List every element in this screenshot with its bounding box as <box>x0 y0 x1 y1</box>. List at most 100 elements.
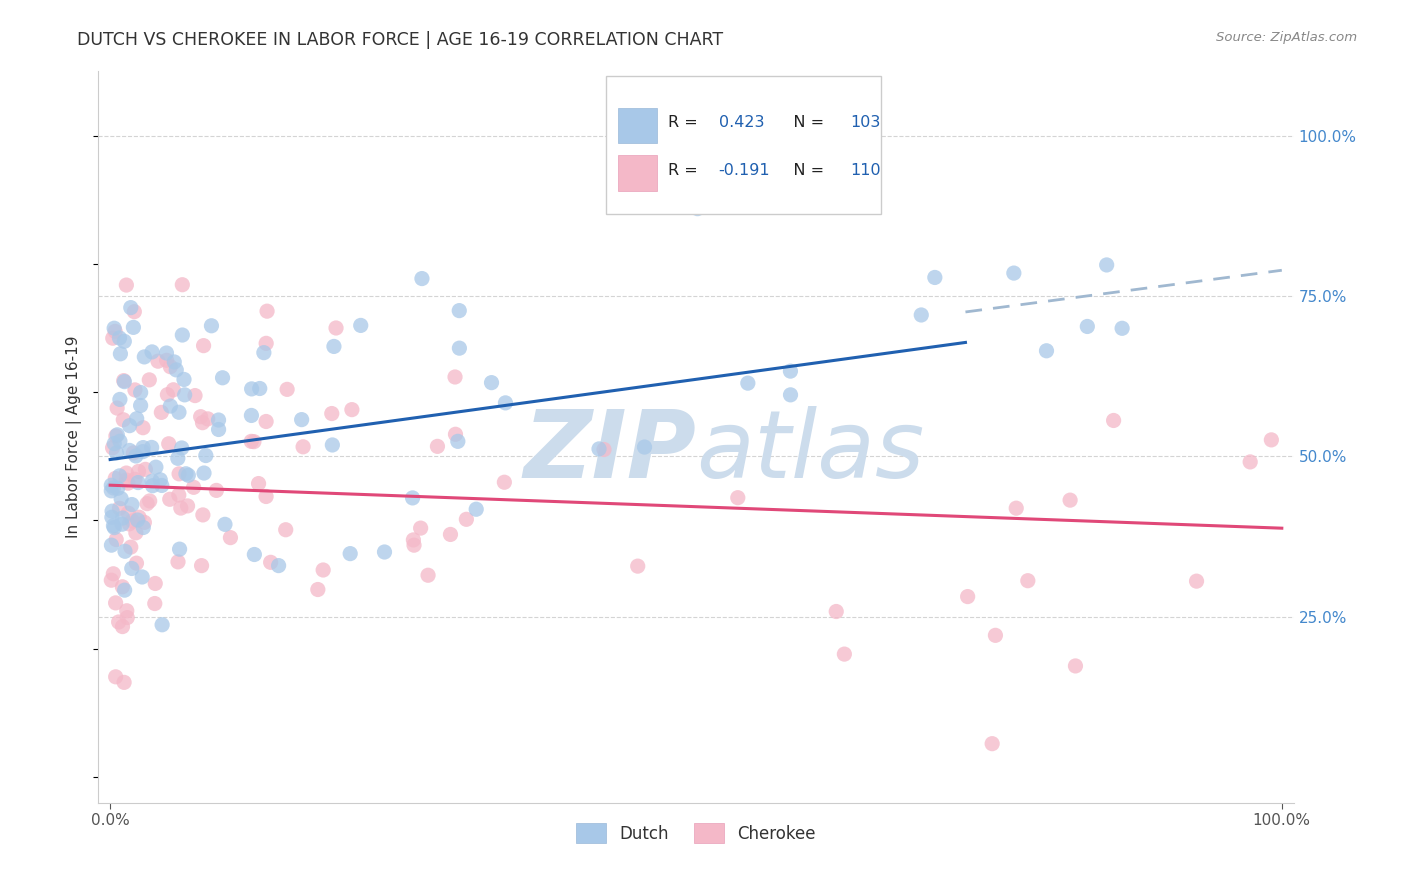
Text: Source: ZipAtlas.com: Source: ZipAtlas.com <box>1216 31 1357 45</box>
Point <box>312 563 335 577</box>
Point <box>323 339 346 353</box>
Point <box>184 388 207 402</box>
Point <box>325 321 347 335</box>
Point <box>105 401 128 415</box>
Point <box>104 324 127 338</box>
Point <box>727 491 749 505</box>
Point <box>194 449 217 463</box>
Point <box>118 443 141 458</box>
Point <box>129 385 152 400</box>
Point <box>426 439 449 453</box>
Point <box>1260 433 1282 447</box>
Point <box>339 547 361 561</box>
Point <box>191 416 214 430</box>
Point <box>1102 413 1125 427</box>
Point <box>128 464 150 478</box>
Point <box>444 427 467 442</box>
Point <box>120 540 142 554</box>
Point <box>103 566 125 581</box>
Point <box>108 501 131 516</box>
Point <box>124 383 146 397</box>
Point <box>100 483 122 498</box>
Point <box>253 345 276 359</box>
Point <box>124 304 146 318</box>
Point <box>115 604 138 618</box>
Point <box>127 475 149 490</box>
Point <box>101 331 124 345</box>
Point <box>112 675 135 690</box>
Point <box>910 308 932 322</box>
Point <box>145 460 167 475</box>
Point <box>350 318 373 333</box>
Point <box>254 336 277 351</box>
Point <box>401 491 423 505</box>
Point <box>155 346 177 360</box>
Text: N =: N = <box>779 115 830 130</box>
Point <box>110 347 132 361</box>
Point <box>159 399 181 413</box>
Point <box>249 382 271 396</box>
Point <box>108 392 131 407</box>
Point <box>779 364 801 378</box>
Point <box>138 373 160 387</box>
Point <box>190 558 212 573</box>
Point <box>107 481 129 495</box>
Point <box>243 548 266 562</box>
Point <box>588 442 610 456</box>
Point <box>150 405 173 419</box>
Point <box>125 556 148 570</box>
Point <box>112 375 135 389</box>
Point <box>981 737 1004 751</box>
Point <box>191 508 214 522</box>
Point <box>132 441 155 455</box>
Point <box>593 442 616 457</box>
Point <box>134 462 156 476</box>
Point <box>1017 574 1039 588</box>
Text: 103: 103 <box>851 115 880 130</box>
Point <box>157 437 180 451</box>
Point <box>156 353 179 368</box>
Point <box>254 490 277 504</box>
Point <box>1035 343 1057 358</box>
Point <box>117 610 139 624</box>
Point <box>136 497 159 511</box>
Point <box>128 510 150 524</box>
Point <box>172 277 194 292</box>
Point <box>183 480 205 494</box>
Point <box>834 647 856 661</box>
Y-axis label: In Labor Force | Age 16-19: In Labor Force | Age 16-19 <box>66 335 83 539</box>
Point <box>254 415 277 429</box>
Point <box>1095 258 1118 272</box>
Point <box>465 502 488 516</box>
Point <box>737 376 759 391</box>
Text: R =: R = <box>668 115 703 130</box>
Point <box>121 498 143 512</box>
Point <box>117 506 139 520</box>
Point <box>247 476 270 491</box>
Point <box>108 468 131 483</box>
Point <box>779 388 801 402</box>
FancyBboxPatch shape <box>619 108 657 143</box>
Point <box>100 573 122 587</box>
Point <box>1002 266 1025 280</box>
Point <box>494 396 516 410</box>
Point <box>141 474 163 488</box>
Point <box>1111 321 1133 335</box>
Point <box>173 372 195 386</box>
Point <box>274 523 297 537</box>
Text: atlas: atlas <box>696 406 924 497</box>
Point <box>1076 319 1098 334</box>
Point <box>219 531 242 545</box>
Point <box>142 479 165 493</box>
Point <box>122 320 145 334</box>
Point <box>132 444 155 458</box>
Point <box>276 383 298 397</box>
Point <box>447 434 470 449</box>
Point <box>166 451 188 466</box>
Point <box>211 371 233 385</box>
Point <box>167 555 190 569</box>
Point <box>956 590 979 604</box>
Point <box>165 363 187 377</box>
Point <box>100 538 122 552</box>
Point <box>105 427 128 442</box>
